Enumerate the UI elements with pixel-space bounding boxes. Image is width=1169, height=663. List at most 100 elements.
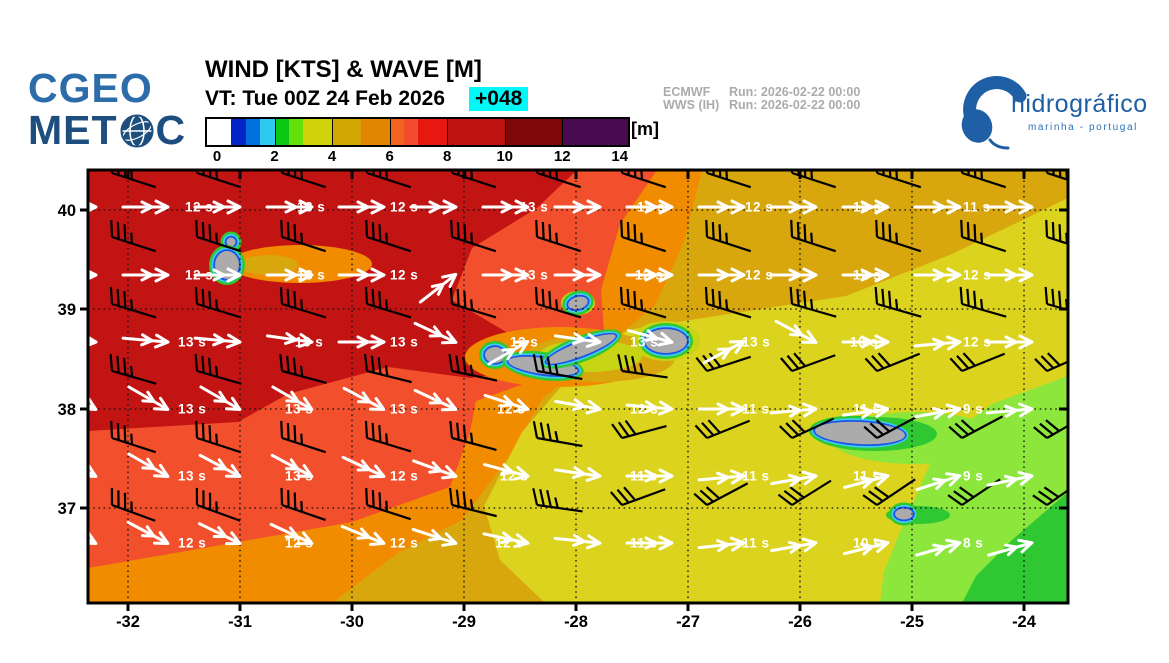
wave-arrow — [487, 340, 530, 366]
wave-arrow — [553, 332, 602, 348]
wave-period-label: 13 s — [285, 469, 313, 484]
model-name: ECMWF — [663, 85, 711, 99]
colorbar-cell — [418, 119, 448, 145]
y-axis-labels: 40 39 38 37 — [58, 202, 76, 518]
wave-arrow — [127, 385, 170, 411]
map-title: WIND [KTS] & WAVE [M] — [205, 56, 482, 83]
colorbar-separator — [562, 119, 564, 145]
wave-period-label: 11 s — [742, 536, 770, 551]
wave-arrow — [121, 199, 170, 215]
wave-arrow — [913, 267, 962, 283]
model-run-time: Run: 2026-02-22 00:00 — [729, 98, 861, 113]
wind-barb — [365, 487, 412, 521]
wind-barb — [790, 170, 837, 189]
wind-barb — [449, 286, 497, 319]
wave-arrow — [481, 267, 530, 283]
wave-period-label: 10 s — [850, 335, 878, 350]
wind-barb — [1032, 477, 1068, 506]
wind-barb — [694, 419, 751, 440]
wave-period-label: 13 s — [178, 335, 206, 350]
wave-period-label: 13 s — [390, 402, 418, 417]
colorbar-cell — [360, 119, 390, 145]
colorbar-tick: 12 — [553, 148, 571, 165]
wind-barb — [195, 219, 242, 253]
wind-barb — [875, 219, 922, 253]
wave-period-label: 11 s — [630, 469, 658, 484]
wind-barb — [279, 353, 327, 384]
wave-period-label: 12 s — [963, 335, 991, 350]
wave-arrow — [265, 267, 314, 283]
wave-period-label: 13 s — [297, 200, 325, 215]
colorbar-cell — [207, 119, 232, 145]
colorbar-separator — [447, 119, 449, 145]
y-axis-label: 38 — [58, 401, 76, 419]
field-flores-wake-amber — [238, 255, 298, 275]
wave-period-label: 12 s — [630, 402, 658, 417]
y-axis-label: 37 — [58, 500, 76, 518]
wind-barb — [450, 219, 497, 253]
wave-arrow — [271, 385, 314, 411]
wave-arrow — [270, 453, 314, 478]
x-axis-label: -26 — [788, 613, 812, 631]
wave-arrows — [88, 199, 1034, 557]
wave-arrow — [554, 398, 602, 415]
wave-period-label: 12 s — [853, 200, 881, 215]
wind-barb — [194, 286, 242, 319]
y-axis-label: 39 — [58, 301, 76, 319]
island-sao-jorge — [540, 329, 622, 369]
colorbar-cell — [288, 119, 304, 145]
wind-barb — [448, 353, 498, 382]
wave-period-label: 12 s — [390, 469, 418, 484]
wave-period-label: 12 s — [500, 469, 528, 484]
wave-arrow — [774, 319, 818, 344]
colorbar-cell — [562, 119, 628, 145]
wind-barb — [448, 487, 497, 518]
wave-arrow — [341, 455, 386, 479]
cgeo-logo-line1: CGEO — [28, 65, 153, 111]
x-axis-label: -30 — [340, 613, 364, 631]
wind-barbs — [109, 170, 1068, 522]
wave-arrow — [769, 402, 818, 418]
wave-arrow — [842, 538, 890, 556]
hidrografico-subtitle: marinha - portugal — [1028, 122, 1138, 133]
wave-period-label: 12 s — [495, 536, 523, 551]
colorbar-separator — [332, 119, 334, 145]
wave-period-label: 13 s — [178, 402, 206, 417]
wave-period-label: 13 s — [630, 335, 658, 350]
colorbar-separator — [389, 119, 391, 145]
wave-arrow — [985, 334, 1034, 350]
wave-arrow — [340, 525, 386, 546]
wind-barb — [704, 286, 752, 319]
wind-barb — [611, 419, 667, 440]
cgeo-metoc-logo: CGEO MET C — [28, 68, 186, 151]
wave-period-label: 12 s — [390, 268, 418, 283]
wind-barb — [790, 219, 837, 253]
wave-arrow — [337, 199, 386, 215]
wave-arrow — [265, 332, 314, 348]
wind-barb — [532, 353, 583, 381]
wave-period-label: 12 s — [745, 268, 773, 283]
wave-arrow — [88, 452, 98, 478]
wind-barb — [863, 415, 919, 439]
wind-barb — [195, 487, 241, 522]
island-sao-miguel — [809, 415, 911, 451]
wave-arrow — [121, 333, 170, 349]
x-axis-label: -25 — [900, 613, 924, 631]
wave-period-label: 12 s — [745, 200, 773, 215]
forecast-hour-badge: +048 — [469, 87, 529, 111]
wave-arrow — [697, 401, 746, 417]
valid-time-line: VT: Tue 00Z 24 Feb 2026 +048 — [205, 87, 529, 111]
colorbar-tick: 4 — [327, 148, 337, 165]
wind-barb — [535, 219, 582, 253]
wind-barb — [279, 286, 327, 319]
colorbar-tick: 0 — [212, 148, 222, 165]
valid-time: VT: Tue 00Z 24 Feb 2026 — [205, 87, 446, 110]
wind-barb — [693, 482, 749, 506]
wind-barb — [280, 219, 327, 253]
colorbar-tick: 8 — [442, 148, 452, 165]
wave-arrow — [553, 533, 602, 550]
wind-barb — [947, 478, 1001, 506]
wind-barb — [620, 219, 667, 253]
x-axis-label: -28 — [564, 613, 588, 631]
wave-arrow — [269, 522, 314, 546]
